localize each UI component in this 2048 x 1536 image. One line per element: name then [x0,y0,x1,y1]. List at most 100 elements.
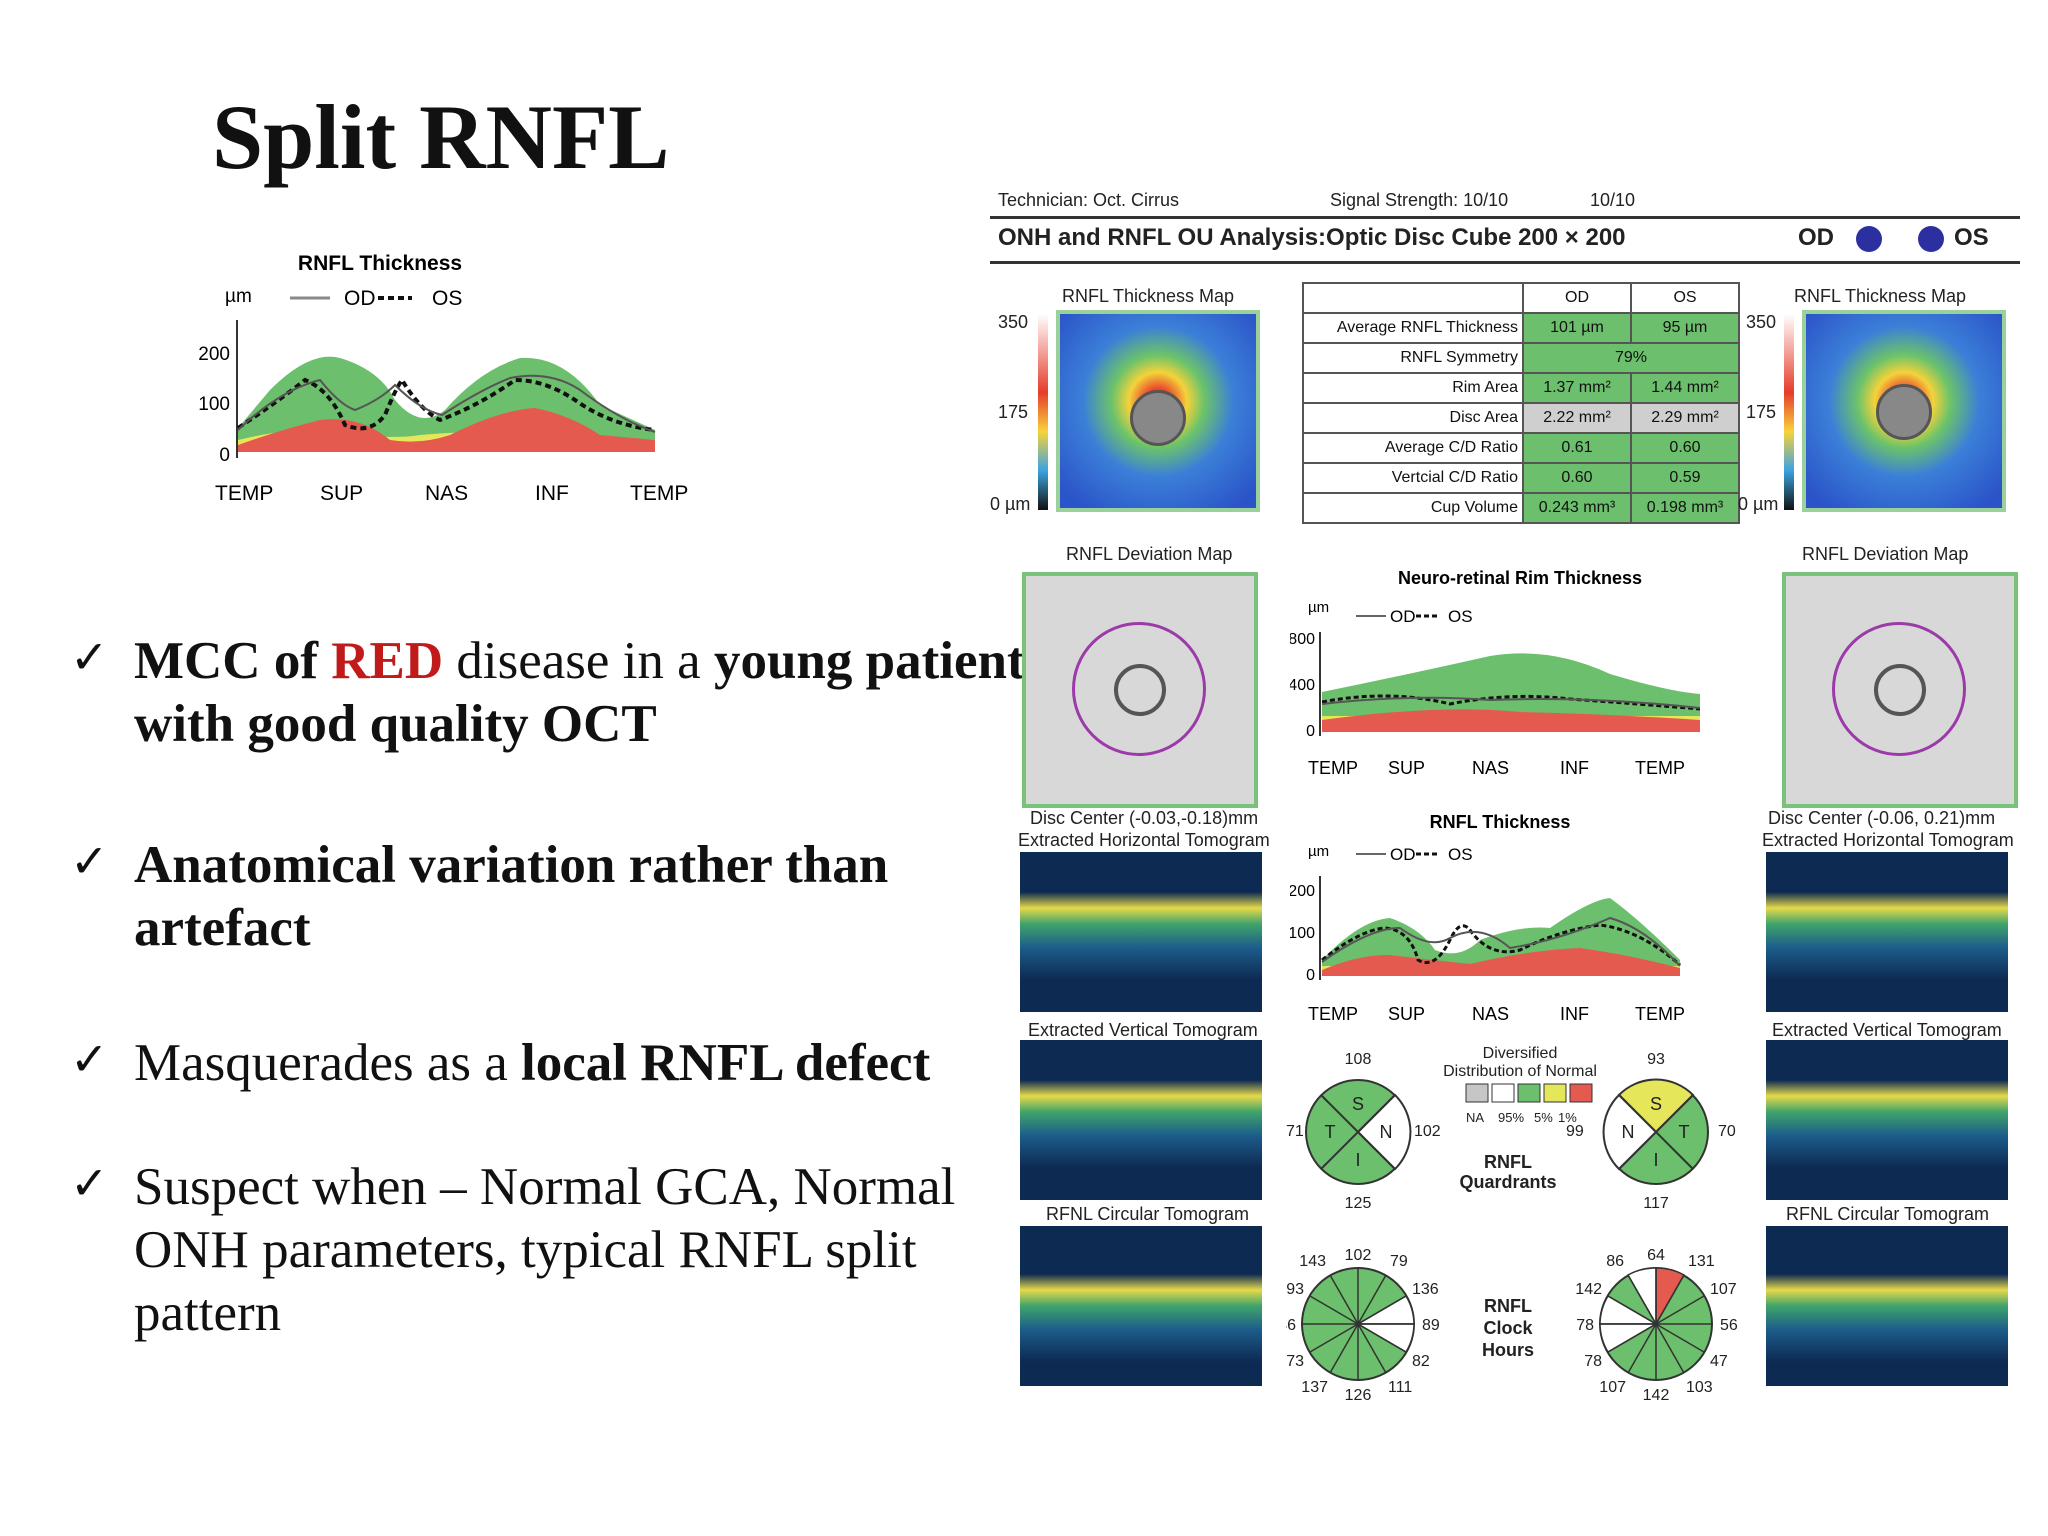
small-ytick-0: 0 [219,445,230,466]
row-os: 0.60 [1630,432,1740,464]
od-clock-1: 79 [1390,1253,1408,1270]
rnfl-unit: µm [1308,843,1329,860]
os-deviation-disc [1874,664,1926,716]
os-thickness-map-title: RNFL Thickness Map [1794,286,1967,306]
slide-title: Split RNFL [212,86,670,188]
od-quad-t: T [1325,1122,1336,1142]
os-scale-bar [1784,314,1794,510]
dist-5: 5% [1534,1110,1553,1125]
row-both: 79% [1522,342,1740,374]
rnfl-ytick-100: 100 [1290,925,1315,942]
small-chart-legend-od: OD [344,287,376,310]
od-vertical-tomogram [1020,1040,1262,1200]
od-quad-s: S [1352,1094,1364,1114]
rnfl-xtick-inf: INF [1560,1004,1589,1024]
bullet-2-part-1: Anatomical variation rather than artefac… [134,836,889,957]
small-chart-unit: µm [225,286,252,307]
col-os: OS [1630,282,1740,314]
row-od: 2.22 mm² [1522,402,1632,434]
rnfl-title: RNFL Thickness [1430,812,1571,832]
report-header: ONH and RNFL OU Analysis:Optic Disc Cube… [998,224,1626,251]
rnfl-xtick-temp2: TEMP [1635,1004,1685,1024]
row-od: 1.37 mm² [1522,372,1632,404]
rnfl-xtick-sup: SUP [1388,1004,1425,1024]
os-quad-t: T [1679,1122,1690,1142]
os-quad-i-value: 117 [1643,1195,1669,1212]
od-quad-n: N [1380,1122,1393,1142]
row-od: 0.61 [1522,432,1632,464]
os-quad-i: I [1653,1150,1658,1170]
os-quad-n: N [1622,1122,1635,1142]
row-os: 0.198 mm³ [1630,492,1740,524]
parameter-table: OD OS Average RNFL Thickness 101 µm 95 µm R… [1302,282,1740,524]
rim-title: Neuro-retinal Rim Thickness [1398,568,1642,588]
os-circ-label: RFNL Circular Tomogram [1786,1204,1990,1224]
os-clock-7: 107 [1599,1379,1626,1396]
small-ytick-200: 200 [198,344,230,365]
rim-ytick-0: 0 [1306,723,1315,740]
row-label: Disc Area [1302,402,1524,434]
bullet-1-part-4: young patient with good quality OCT [134,632,1025,753]
od-deviation-ring [1072,622,1206,756]
od-clock-8: 73 [1286,1353,1304,1370]
os-scale-175: 175 [1746,402,1777,422]
rim-xtick-temp1: TEMP [1308,758,1358,778]
od-quad-i: I [1355,1150,1360,1170]
small-xtick-inf: INF [535,482,569,505]
rim-xtick-sup: SUP [1388,758,1425,778]
rnfl-thickness-chart: RNFL Thickness µm OD OS 200 100 0 TEMP S… [1290,812,1685,1024]
rnfl-xtick-nas: NAS [1472,1004,1509,1024]
od-horizontal-tomogram [1020,852,1262,1012]
header-bar [990,216,2020,264]
dist-title-1: Diversified [1483,1045,1558,1062]
dist-title-2: Distribution of Normal [1443,1063,1597,1080]
od-clock-2: 136 [1412,1281,1439,1298]
small-xtick-temp2: TEMP [630,482,688,505]
os-quad-s-value: 93 [1647,1051,1665,1068]
os-clock-5: 103 [1686,1379,1713,1396]
check-icon: ✓ [70,630,109,684]
row-os: 1.44 mm² [1630,372,1740,404]
od-deviation-map [1022,572,1258,808]
row-od: 0.60 [1522,462,1632,494]
os-clock-12: 64 [1647,1247,1665,1264]
os-scale-0: 0 µm [1738,494,1779,514]
os-clock-11: 86 [1606,1253,1624,1270]
row-label: Average C/D Ratio [1302,432,1524,464]
od-clock-3: 89 [1422,1317,1440,1334]
od-scale-350: 350 [998,312,1029,332]
rnfl-ytick-200: 200 [1290,883,1315,900]
os-scale-350: 350 [1746,312,1777,332]
os-deviation-map [1782,572,2018,808]
od-clock-11: 143 [1299,1253,1326,1270]
signal-strength-label: Signal Strength: 10/10 [1330,190,1509,210]
small-xtick-sup: SUP [320,482,363,505]
os-horizontal-tomogram [1766,852,2008,1012]
dist-1: 1% [1558,1110,1577,1125]
od-circ-label: RFNL Circular Tomogram [1046,1204,1250,1224]
od-disc [1130,390,1186,446]
technician-label: Technician: Oct. Cirrus [998,190,1180,210]
rim-xtick-temp2: TEMP [1635,758,1685,778]
row-label: Cup Volume [1302,492,1524,524]
os-clock-10: 142 [1575,1281,1602,1298]
quadrant-clock-panel: Diversified Distribution of Normal NA 95… [1286,1045,1738,1402]
clock-label-1: RNFL [1484,1296,1532,1316]
row-label: Vertcial C/D Ratio [1302,462,1524,494]
rim-legend-od: OD [1390,607,1416,626]
os-clock-3: 56 [1720,1317,1738,1334]
rim-xtick-nas: NAS [1472,758,1509,778]
od-deviation-disc [1114,664,1166,716]
od-quad-n-value: 102 [1414,1123,1441,1140]
os-clock-4: 47 [1710,1353,1728,1370]
od-deviation-map-title: RNFL Deviation Map [1066,544,1233,564]
os-clock-9: 78 [1576,1317,1594,1334]
rim-thickness-chart: Neuro-retinal Rim Thickness µm OD OS 800… [1290,568,1701,778]
bullet-1-part-3: disease in a [443,632,714,690]
clock-label-2: Clock [1483,1318,1533,1338]
od-thickness-map [1056,310,1260,512]
os-label: OS [1954,224,1989,251]
rnfl-ytick-0: 0 [1306,967,1315,984]
bullet-4-part-1: Suspect when – Normal GCA, Normal ONH pa… [134,1158,956,1342]
od-scale-bar [1038,314,1048,510]
